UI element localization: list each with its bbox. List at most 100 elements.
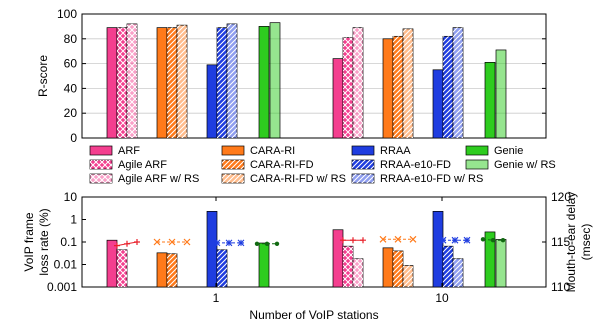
bottom-bar-rraa-e10-fd-w-rs-10 xyxy=(452,258,464,288)
bottom-bar-genie-1 xyxy=(258,242,270,288)
top-y-axis-label: R-score xyxy=(36,55,50,97)
top-bar-rraa-e10-fd-w-rs-10 xyxy=(452,27,464,139)
top-bar-rraa-1 xyxy=(206,64,218,139)
delay-marker-genie-10-2 xyxy=(500,238,506,243)
bottom-y2-ticks: 110 115 120 xyxy=(542,190,571,294)
bottom-y-axis-label-line1: VoIP frame xyxy=(22,212,36,271)
top-bar-cara-ri-10 xyxy=(382,38,394,139)
legend-swatch-arf xyxy=(89,145,113,156)
top-bar-arf-1-fill xyxy=(106,27,118,139)
top-bar-arf-1 xyxy=(106,27,118,139)
top-bar-rraa-10-fill xyxy=(432,69,444,139)
bottom-bar-rraa-e10-fd-10-hatch xyxy=(443,246,453,287)
bottom-bar-arf-1-fill xyxy=(106,239,118,288)
legend-label-agile-arf: Agile ARF xyxy=(118,159,167,171)
top-plot-frame xyxy=(81,13,547,139)
top-bar-rraa-1-fill xyxy=(206,64,218,139)
top-bar-arf-10 xyxy=(332,58,344,139)
delay-marker-arf-1-0 xyxy=(114,242,120,249)
legend-swatch-rraa-e10-fd xyxy=(351,159,375,170)
legend-label-genie: Genie xyxy=(494,145,523,157)
bottom-bar-rraa-e10-fd-w-rs-10-hatch xyxy=(453,258,463,287)
top-bar-rraa-e10-fd-10 xyxy=(442,35,454,139)
legend-label-genie-w-rs: Genie w/ RS xyxy=(494,159,556,171)
delay-marker-arf-10-2 xyxy=(360,237,366,244)
top-bars xyxy=(106,22,507,139)
bottom-bar-agile-arf-10 xyxy=(342,245,354,288)
top-bar-rraa-10 xyxy=(432,69,444,139)
delay-marker-arf-10-0 xyxy=(340,237,346,244)
bottom-bar-cara-ri-fd-10-hatch xyxy=(393,250,403,287)
top-bar-cara-ri-fd-w-rs-10 xyxy=(402,28,414,139)
top-bar-agile-arf-10-hatch xyxy=(343,37,353,139)
delay-marker-genie-1-0 xyxy=(254,241,260,246)
bottom-plot-frame xyxy=(81,196,547,288)
top-ytick-label-80: 80 xyxy=(64,32,78,46)
bottom-x-ticks: 1 10 xyxy=(213,197,449,305)
legend-label-rraa-e10-fd: RRAA-e10-FD xyxy=(380,159,451,171)
bottom-bar-cara-ri-fd-10 xyxy=(392,250,404,288)
x-axis-label: Number of VoIP stations xyxy=(249,308,378,322)
top-ytick-label-20: 20 xyxy=(64,106,78,120)
bottom-y2tick-label-120: 120 xyxy=(551,190,571,204)
top-bar-agile-arf-w-rs-1-hatch xyxy=(127,23,137,139)
legend-label-rraa-e10-fd-w-rs: RRAA-e10-FD w/ RS xyxy=(380,173,483,185)
bottom-y-axis-label-line2: loss rate (%) xyxy=(37,208,51,275)
bottom-bar-agile-arf-1 xyxy=(116,249,128,288)
legend-swatch-arf-fill xyxy=(89,145,113,156)
bottom-y-ticks: 0.001 0.01 0.1 1 10 xyxy=(47,190,86,294)
legend-label-arf: ARF xyxy=(118,145,140,157)
xtick-label-1: 1 xyxy=(213,291,220,305)
bottom-bar-cara-ri-10-fill xyxy=(382,247,394,288)
legend-swatch-agile-arf-hatch xyxy=(90,160,112,169)
top-bar-agile-arf-w-rs-1 xyxy=(126,23,138,139)
top-ytick-label-60: 60 xyxy=(64,57,78,71)
legend-swatch-rraa-e10-fd-w-rs-hatch xyxy=(352,174,374,183)
top-bar-rraa-e10-fd-w-rs-1-hatch xyxy=(227,23,237,139)
bottom-bar-agile-arf-w-rs-10 xyxy=(352,258,364,288)
bottom-bar-rraa-10 xyxy=(432,211,444,288)
top-bar-agile-arf-1 xyxy=(116,27,128,139)
legend-swatch-cara-ri-fd-hatch xyxy=(222,160,244,169)
bottom-bar-genie-1-fill xyxy=(258,242,270,288)
bottom-bar-arf-1 xyxy=(106,239,118,288)
bottom-bar-agile-arf-1-hatch xyxy=(117,249,127,287)
bottom-ytick-label-0.01: 0.01 xyxy=(54,258,78,272)
top-bar-genie-1-fill xyxy=(258,26,270,139)
bottom-bar-rraa-10-fill xyxy=(432,211,444,288)
delay-marker-rraa-10-0 xyxy=(439,236,447,244)
top-bar-rraa-e10-fd-10-hatch xyxy=(443,36,453,138)
delay-marker-rraa-1-1 xyxy=(225,239,233,247)
legend-swatch-cara-ri-fd-w-rs-hatch xyxy=(222,174,244,183)
top-bar-genie-1 xyxy=(258,26,270,139)
bottom-bar-rraa-e10-fd-10 xyxy=(442,245,454,288)
bottom-bar-cara-ri-fd-w-rs-10 xyxy=(402,265,414,288)
bottom-ytick-label-10: 10 xyxy=(64,190,78,204)
top-bar-rraa-e10-fd-1-hatch xyxy=(217,27,227,138)
top-bar-agile-arf-w-rs-10-hatch xyxy=(353,27,363,138)
delay-marker-rraa-1-0 xyxy=(213,239,221,247)
bottom-delay-lines xyxy=(114,235,506,249)
delay-marker-cara-ri-1-1 xyxy=(168,238,176,246)
top-bar-agile-arf-10 xyxy=(342,37,354,139)
delay-marker-rraa-1-2 xyxy=(237,239,245,247)
top-bar-arf-10-fill xyxy=(332,58,344,139)
legend-label-cara-ri: CARA-RI xyxy=(250,145,295,157)
legend-label-rraa: RRAA xyxy=(380,145,411,157)
bottom-bar-rraa-1-fill xyxy=(206,211,218,288)
bottom-bar-rraa-e10-fd-1-hatch xyxy=(217,249,227,287)
bottom-y2tick-label-115: 115 xyxy=(551,235,570,249)
legend-swatch-genie-fill xyxy=(465,145,489,156)
delay-marker-genie-1-1 xyxy=(264,241,270,246)
top-bar-cara-ri-fd-w-rs-1 xyxy=(176,24,188,139)
delay-marker-cara-ri-10-0 xyxy=(379,235,387,243)
bottom-bar-cara-ri-fd-1-hatch xyxy=(167,253,177,287)
legend-swatch-rraa-fill xyxy=(351,145,375,156)
bottom-bar-genie-10-fill xyxy=(484,231,496,288)
delay-marker-genie-10-0 xyxy=(480,237,486,242)
bottom-bar-agile-arf-10-hatch xyxy=(343,246,353,287)
top-bar-cara-ri-10-fill xyxy=(382,38,394,139)
bottom-y2-axis-label-line2: (msec) xyxy=(579,224,593,261)
bottom-bar-agile-arf-w-rs-10-hatch xyxy=(353,258,363,287)
